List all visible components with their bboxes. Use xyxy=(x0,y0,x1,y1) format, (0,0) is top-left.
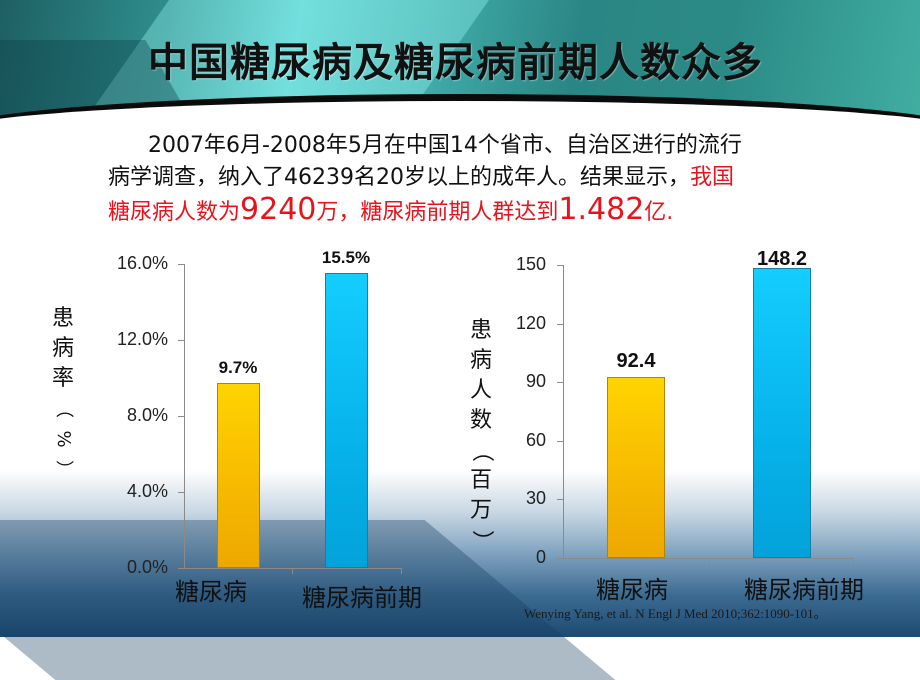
x-tick xyxy=(709,558,710,564)
bar-prediabetes xyxy=(325,273,368,568)
count-y-axis-title: 患 病 人 数 （ 百 万 ） xyxy=(469,318,494,552)
y-tick xyxy=(178,340,184,341)
y-axis-line xyxy=(563,265,564,559)
prediabetes-count: 1.482 xyxy=(558,192,645,227)
y-tick xyxy=(557,265,563,266)
paragraph-line-1: 2007年6月-2008年5月在中国14个省市、自治区进行的流行 xyxy=(148,133,742,158)
y-tick-label: 12.0% xyxy=(116,329,168,349)
header-curve-divider xyxy=(0,94,920,140)
x-category-label: 糖尿病 xyxy=(175,578,247,606)
y-axis-line xyxy=(184,264,185,569)
y-tick xyxy=(557,499,563,500)
y-tick-label: 120 xyxy=(515,313,546,333)
paragraph-line-3: 糖尿病人数为9240万，糖尿病前期人群达到1.482亿. xyxy=(108,194,908,229)
slide-title: 中国糖尿病及糖尿病前期人数众多 xyxy=(148,40,763,86)
y-tick-label: 0.0% xyxy=(126,557,168,577)
y-tick xyxy=(557,324,563,325)
y-tick xyxy=(178,264,184,265)
data-label: 92.4 xyxy=(616,350,656,372)
highlight-text: 亿. xyxy=(644,200,674,225)
bar-diabetes xyxy=(217,383,260,568)
x-axis-line xyxy=(557,558,853,559)
citation: Wenying Yang, et al. N Engl J Med 2010;3… xyxy=(524,606,827,621)
y-tick-label: 150 xyxy=(515,254,546,274)
bar-diabetes xyxy=(607,377,665,558)
data-label: 9.7% xyxy=(218,358,258,377)
data-label: 15.5% xyxy=(321,248,371,267)
x-category-label: 糖尿病 xyxy=(596,576,668,604)
prevalence-y-axis-title: 患 病 率 （ % ） xyxy=(51,306,74,478)
x-tick xyxy=(401,568,402,574)
y-tick xyxy=(557,382,563,383)
y-tick-label: 90 xyxy=(525,371,546,391)
y-tick-label: 8.0% xyxy=(126,405,168,425)
y-tick-label: 4.0% xyxy=(126,481,168,501)
y-tick xyxy=(178,416,184,417)
x-axis-line xyxy=(178,568,402,569)
y-tick xyxy=(557,441,563,442)
x-category-label: 糖尿病前期 xyxy=(744,576,864,604)
diabetes-count: 9240 xyxy=(240,192,317,227)
y-tick-label: 30 xyxy=(525,488,546,508)
highlight-text: 糖尿病人数为 xyxy=(108,200,241,225)
summary-paragraph: 2007年6月-2008年5月在中国14个省市、自治区进行的流行 病学调查，纳入… xyxy=(108,130,908,229)
paragraph-line-2: 病学调查，纳入了46239名20岁以上的成年人。结果显示，我国 xyxy=(108,162,908,194)
highlight-text: 万，糖尿病前期人群达到 xyxy=(316,200,559,225)
y-tick-label: 16.0% xyxy=(116,253,168,273)
y-tick xyxy=(178,492,184,493)
x-tick xyxy=(292,568,293,574)
y-tick-label: 60 xyxy=(525,430,546,450)
paragraph-text: 病学调查，纳入了46239名20岁以上的成年人。结果显示， xyxy=(108,165,690,190)
x-tick xyxy=(853,558,854,564)
highlight-text: 我国 xyxy=(689,165,734,190)
bar-prediabetes xyxy=(753,268,811,558)
y-tick-label: 0 xyxy=(535,547,546,567)
x-category-label: 糖尿病前期 xyxy=(302,584,422,612)
data-label: 148.2 xyxy=(756,248,808,270)
header-banner: 中国糖尿病及糖尿病前期人数众多 xyxy=(0,0,920,140)
